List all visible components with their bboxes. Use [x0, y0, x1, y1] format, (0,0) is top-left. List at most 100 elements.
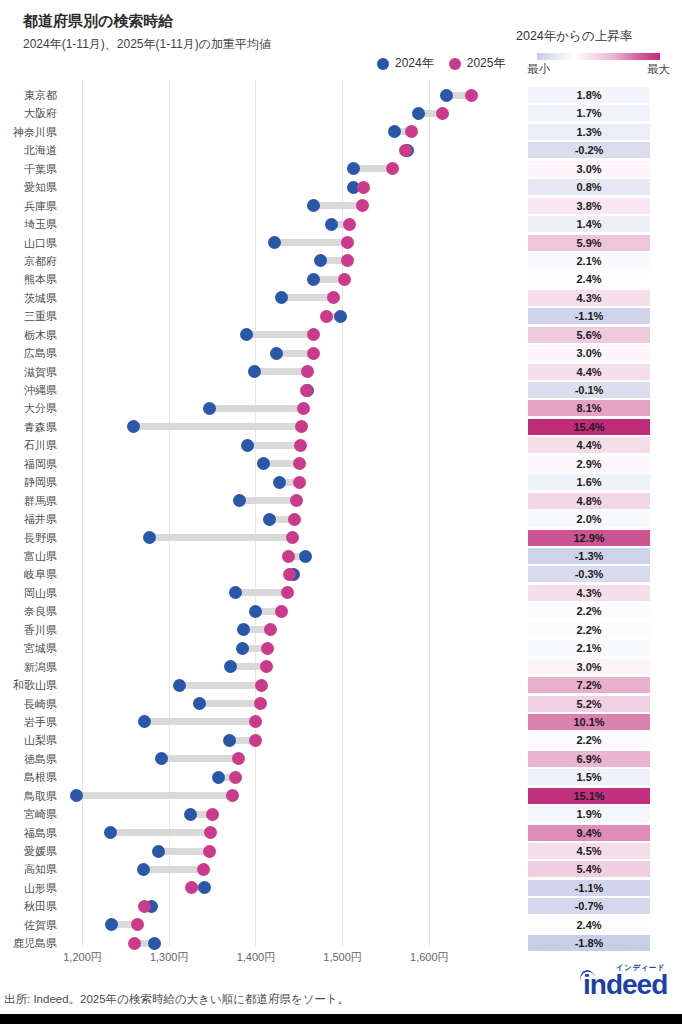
prefecture-label: 茨城県 — [0, 290, 57, 306]
heatmap-cell: 3.8% — [528, 198, 650, 214]
source-note: 出所: Indeed。2025年の検索時給の大きい順に都道府県をソート。 — [4, 992, 349, 1007]
dot-2025 — [232, 752, 245, 765]
dot-2024 — [275, 291, 288, 304]
change-value: 5.4% — [576, 863, 601, 875]
prefecture-label: 山梨県 — [0, 732, 57, 748]
heatmap-cell: 12.9% — [528, 530, 650, 546]
dot-2025 — [226, 789, 239, 802]
dot-2025 — [128, 937, 141, 950]
dot-2025 — [229, 771, 242, 784]
change-value: 12.9% — [573, 532, 604, 544]
prefecture-label: 福井県 — [0, 511, 57, 527]
change-value: -1.1% — [575, 310, 604, 322]
dumbbell-connector — [149, 534, 292, 541]
dot-2024 — [148, 937, 161, 950]
dumbbell-connector — [239, 497, 296, 504]
x-tick-label: 1,200円 — [48, 950, 118, 965]
prefecture-label: 北海道 — [0, 142, 57, 158]
dot-2025 — [295, 420, 308, 433]
dot-2024 — [198, 881, 211, 894]
heatmap-cell: -0.3% — [528, 566, 650, 582]
dot-2025 — [293, 457, 306, 470]
heatmap-cell: 4.8% — [528, 493, 650, 509]
dot-2025 — [197, 863, 210, 876]
dot-2025 — [290, 494, 303, 507]
dot-2024 — [152, 845, 165, 858]
prefecture-label: 宮城県 — [0, 640, 57, 656]
prefecture-label: 徳島県 — [0, 751, 57, 767]
change-value: 9.4% — [576, 827, 601, 839]
change-value: -0.3% — [575, 568, 604, 580]
heatmap-cell: 4.5% — [528, 843, 650, 859]
dot-2025 — [386, 162, 399, 175]
heatmap-cell: 3.0% — [528, 345, 650, 361]
dot-2025 — [204, 826, 217, 839]
prefecture-label: 千葉県 — [0, 161, 57, 177]
change-value: -1.8% — [575, 937, 604, 949]
dot-2024 — [249, 605, 262, 618]
change-value: 2.2% — [576, 734, 601, 746]
dot-2024 — [263, 513, 276, 526]
prefecture-label: 三重県 — [0, 308, 57, 324]
prefecture-label: 埼玉県 — [0, 216, 57, 232]
prefecture-label: 高知県 — [0, 861, 57, 877]
heatmap-cell: 2.1% — [528, 253, 650, 269]
dumbbell-connector — [110, 829, 211, 836]
change-value: 2.1% — [576, 255, 601, 267]
heatmap-cell: 6.9% — [528, 751, 650, 767]
heatmap-cell: 2.2% — [528, 622, 650, 638]
prefecture-label: 大阪府 — [0, 105, 57, 121]
change-value: 4.3% — [576, 292, 601, 304]
prefecture-label: 群馬県 — [0, 493, 57, 509]
heatmap-cell: 1.8% — [528, 87, 650, 103]
change-value: 6.9% — [576, 753, 601, 765]
prefecture-label: 秋田県 — [0, 898, 57, 914]
prefecture-label: 京都府 — [0, 253, 57, 269]
prefecture-label: 鳥取県 — [0, 788, 57, 804]
change-value: 3.8% — [576, 200, 601, 212]
dot-2024 — [104, 826, 117, 839]
change-value: -1.3% — [575, 550, 604, 562]
heatmap-cell: 5.9% — [528, 235, 650, 251]
change-value: 3.0% — [576, 347, 601, 359]
change-value: -1.1% — [575, 882, 604, 894]
x-tick-label: 1,500円 — [308, 950, 378, 965]
dot-2025 — [255, 679, 268, 692]
heatmap-cell: 5.6% — [528, 327, 650, 343]
dot-2024 — [314, 254, 327, 267]
gridline — [82, 80, 83, 946]
dumbbell-connector — [143, 866, 203, 873]
change-value: 4.8% — [576, 495, 601, 507]
dot-2024 — [229, 586, 242, 599]
gridline — [169, 80, 170, 946]
dot-2024 — [137, 863, 150, 876]
change-value: 1.8% — [576, 89, 601, 101]
heatmap-cell: -1.8% — [528, 935, 650, 951]
dot-2024 — [236, 642, 249, 655]
dot-2024 — [233, 494, 246, 507]
change-value: 0.8% — [576, 181, 601, 193]
dot-2025 — [465, 89, 478, 102]
dot-2024 — [143, 531, 156, 544]
dot-2024 — [248, 365, 261, 378]
heatmap-cell: -1.1% — [528, 308, 650, 324]
dot-2025 — [301, 365, 314, 378]
dot-2024 — [299, 550, 312, 563]
heatmap-cell: -0.2% — [528, 142, 650, 158]
dot-2024 — [237, 623, 250, 636]
dot-2024 — [241, 439, 254, 452]
dot-2025 — [288, 513, 301, 526]
dot-2025 — [286, 531, 299, 544]
prefecture-label: 岡山県 — [0, 585, 57, 601]
change-value: 4.5% — [576, 845, 601, 857]
change-value: -0.1% — [575, 384, 604, 396]
change-value: 15.1% — [573, 790, 604, 802]
dot-2025 — [254, 697, 267, 710]
infographic-canvas: 都道府県別の検索時給 2024年(1-11月)、2025年(1-11月)の加重平… — [0, 0, 682, 1024]
dot-2025 — [249, 715, 262, 728]
heatmap-cell: 4.3% — [528, 290, 650, 306]
heatmap-cell: -0.7% — [528, 898, 650, 914]
change-value: 8.1% — [576, 402, 601, 414]
dot-2024 — [412, 107, 425, 120]
heatmap-cell: 1.7% — [528, 105, 650, 121]
